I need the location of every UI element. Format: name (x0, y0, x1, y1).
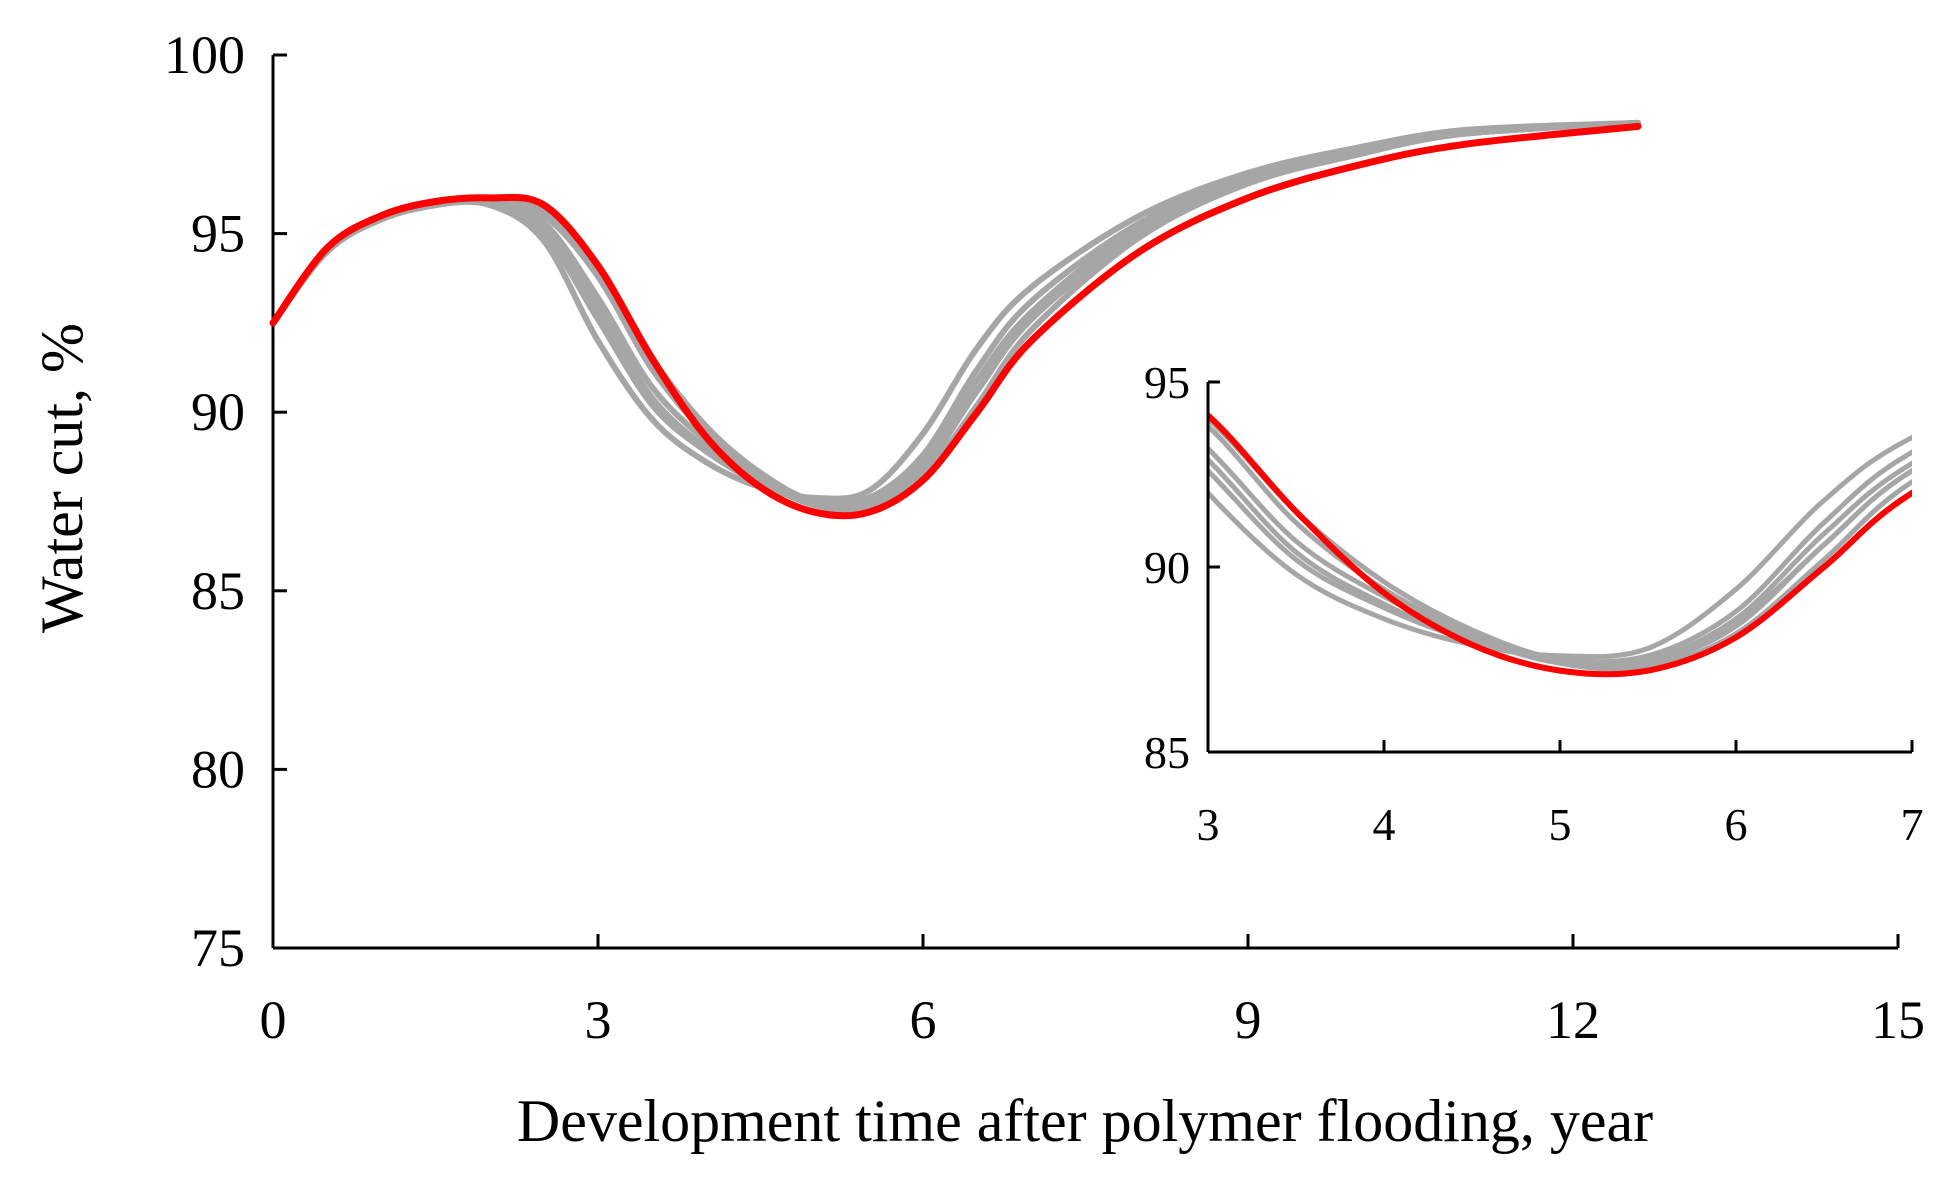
main-y-tick-label: 90 (191, 382, 245, 442)
inset-series-line-reference (1208, 411, 1912, 678)
inset-x-tick-label: 5 (1549, 799, 1572, 850)
inset-series-line-ensemble-1 (1208, 434, 1912, 660)
inset-y-tick-label: 95 (1144, 357, 1190, 408)
main-y-tick-label: 80 (191, 739, 245, 799)
main-x-tick-label: 9 (1235, 990, 1262, 1050)
inset-x-tick-label: 3 (1197, 799, 1220, 850)
main-y-tick-label: 75 (191, 918, 245, 978)
y-axis-title: Water cut, % (29, 323, 95, 633)
inset-series-group (1208, 411, 1912, 678)
inset-x-tick-label: 4 (1373, 799, 1396, 850)
main-y-ticks: 75 80 85 90 95 100 (164, 25, 287, 978)
inset-panel: 85 90 95 3 4 5 6 7 (1144, 357, 1924, 850)
main-series-group (269, 119, 1642, 520)
main-y-tick-label: 85 (191, 561, 245, 621)
inset-background (1205, 380, 1915, 752)
main-x-tick-label: 6 (910, 990, 937, 1050)
inset-y-tick-label: 90 (1144, 542, 1190, 593)
inset-series-line-ensemble-4 (1208, 423, 1912, 672)
inset-series-line-ensemble-6 (1208, 456, 1912, 666)
inset-y-ticks: 85 90 95 (1144, 357, 1220, 778)
main-x-tick-label: 12 (1546, 990, 1600, 1050)
x-axis-title: Development time after polymer flooding,… (517, 1088, 1653, 1154)
inset-y-tick-label: 85 (1144, 727, 1190, 778)
main-y-tick-label: 95 (191, 204, 245, 264)
main-y-tick-label: 100 (164, 25, 245, 85)
main-x-tick-label: 0 (260, 990, 287, 1050)
inset-x-tick-label: 6 (1725, 799, 1748, 850)
main-x-tick-label: 3 (585, 990, 612, 1050)
main-x-tick-label: 15 (1871, 990, 1925, 1050)
inset-x-tick-label: 7 (1901, 799, 1924, 850)
main-x-ticks: 0 3 6 9 12 15 (260, 934, 1925, 1050)
main-series-line-reference (269, 122, 1642, 520)
inset-x-ticks: 3 4 5 6 7 (1197, 740, 1924, 850)
